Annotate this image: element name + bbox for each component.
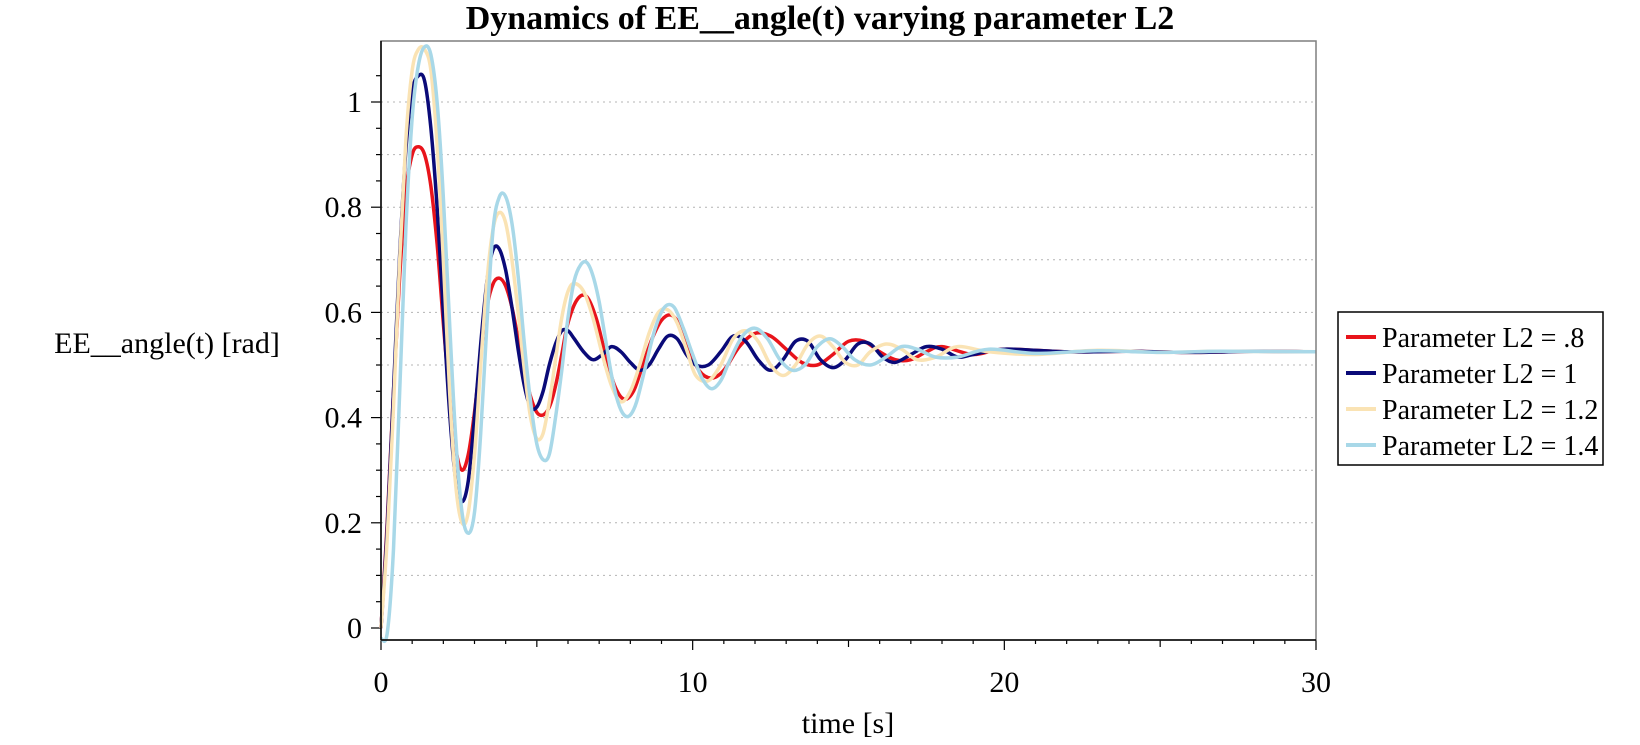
x-tick-label: 30 (1301, 666, 1331, 699)
legend-label: Parameter L2 = 1.4 (1382, 431, 1598, 462)
y-tick-label: 1 (347, 86, 362, 119)
axis-ticks (371, 75, 1317, 650)
x-tick-label: 10 (678, 666, 708, 699)
legend-label: Parameter L2 = .8 (1382, 323, 1584, 354)
legend-label: Parameter L2 = 1 (1382, 359, 1577, 390)
y-tick-label: 0.2 (325, 507, 363, 540)
legend: Parameter L2 = .8 Parameter L2 = 1 Paramet… (1337, 311, 1604, 466)
series-line-1 (379, 144, 1317, 629)
x-tick-label: 20 (989, 666, 1019, 699)
series-line-4 (379, 44, 1317, 644)
series-line-3 (379, 45, 1317, 629)
y-tick-label: 0.6 (325, 296, 363, 329)
y-tick-label: 0.4 (325, 402, 363, 435)
legend-label: Parameter L2 = 1.2 (1382, 395, 1598, 426)
y-axis-label: EE__angle(t) [rad] (54, 327, 280, 360)
chart-title: Dynamics of EE__angle(t) varying paramet… (466, 0, 1175, 37)
y-tick-label: 0.8 (325, 191, 363, 224)
series-lines (379, 44, 1317, 644)
legend-box (1337, 311, 1604, 466)
series-line-2 (379, 72, 1317, 629)
x-axis-label: time [s] (802, 707, 894, 740)
y-tick-label: 0 (347, 612, 362, 645)
y-tick-labels: 0 0.2 0.4 0.6 0.8 1 (325, 86, 363, 645)
x-tick-label: 0 (374, 666, 389, 699)
x-tick-labels: 0 10 20 30 (374, 666, 1332, 699)
